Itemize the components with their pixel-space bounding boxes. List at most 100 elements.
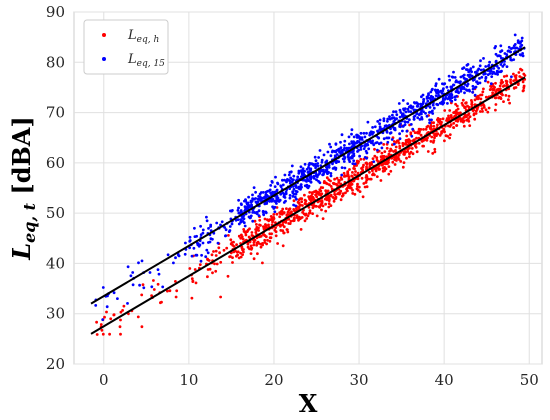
scatter-point [216,241,220,245]
scatter-point [415,112,419,116]
scatter-point [392,116,396,120]
scatter-point [343,174,347,178]
scatter-point [274,234,278,238]
scatter-point [401,165,405,169]
scatter-point [262,213,266,217]
scatter-point [433,136,436,140]
scatter-point [343,144,346,147]
scatter-point [494,81,497,85]
scatter-point [434,94,438,97]
x-tick-label: 30 [350,371,369,389]
scatter-point [140,293,144,297]
scatter-point [313,190,316,194]
scatter-point [496,73,499,76]
scatter-point [468,89,471,93]
scatter-point [253,238,257,242]
scatter-point [479,93,482,97]
scatter-point [478,77,481,80]
scatter-point [442,127,446,131]
scatter-point [449,115,453,119]
scatter-point [418,112,421,116]
scatter-point [417,141,421,145]
scatter-point [494,52,498,56]
scatter-point [250,199,254,203]
x-tick-label: 20 [264,371,283,389]
scatter-point [413,114,417,118]
scatter-point [428,111,431,114]
scatter-point [236,218,240,222]
scatter-point [507,98,510,102]
scatter-point [409,110,413,114]
scatter-point [305,217,309,220]
scatter-point [514,76,518,80]
scatter-point [449,85,453,89]
scatter-point [362,163,365,167]
scatter-point [470,102,474,106]
scatter-point [311,206,315,210]
scatter-point [285,228,289,231]
scatter-point [251,193,254,197]
scatter-point [454,102,457,106]
scatter-point [487,64,490,68]
scatter-point [289,219,293,223]
scatter-point [230,222,234,226]
scatter-point [228,225,232,228]
scatter-point [375,156,379,160]
scatter-point [332,199,336,203]
scatter-point [465,118,469,122]
scatter-point [453,110,457,114]
scatter-point [476,69,480,72]
scatter-point [345,148,349,151]
scatter-point [471,87,475,91]
scatter-point [426,124,430,128]
scatter-point [489,69,493,73]
scatter-point [272,216,276,219]
scatter-point [420,116,424,119]
scatter-point [314,204,318,208]
scatter-point [521,52,524,55]
scatter-point [331,162,334,166]
scatter-point [224,228,228,232]
scatter-point [294,189,298,193]
scatter-point [316,191,319,195]
scatter-point [473,117,477,121]
scatter-point [422,127,425,131]
scatter-point [499,63,503,66]
scatter-point [294,192,298,196]
scatter-point [372,160,376,164]
scatter-point [280,209,284,213]
scatter-point [214,249,218,253]
scatter-point [255,225,259,229]
scatter-point [461,98,465,102]
scatter-point [211,237,214,241]
scatter-point [385,155,388,159]
scatter-point [224,234,228,238]
scatter-point [255,223,258,226]
scatter-point [166,253,170,257]
scatter-point [521,80,525,84]
scatter-point [448,78,451,82]
y-tick-label: 40 [46,254,65,272]
scatter-point [368,164,372,167]
scatter-point [448,136,451,140]
scatter-point [239,255,243,259]
scatter-point [268,232,272,236]
scatter-point [412,117,416,121]
scatter-point [325,196,328,200]
scatter-point [386,136,390,140]
scatter-point [432,124,436,128]
scatter-point [365,178,369,182]
scatter-point [208,267,212,271]
scatter-point [436,123,439,127]
scatter-point [382,117,386,120]
scatter-point [481,90,485,94]
scatter-point [347,156,350,159]
scatter-point [195,234,199,238]
scatter-point [362,147,366,151]
scatter-point [212,250,215,253]
scatter-point [190,296,194,300]
scatter-point [424,127,428,131]
scatter-point [409,131,413,135]
scatter-point [461,120,465,124]
